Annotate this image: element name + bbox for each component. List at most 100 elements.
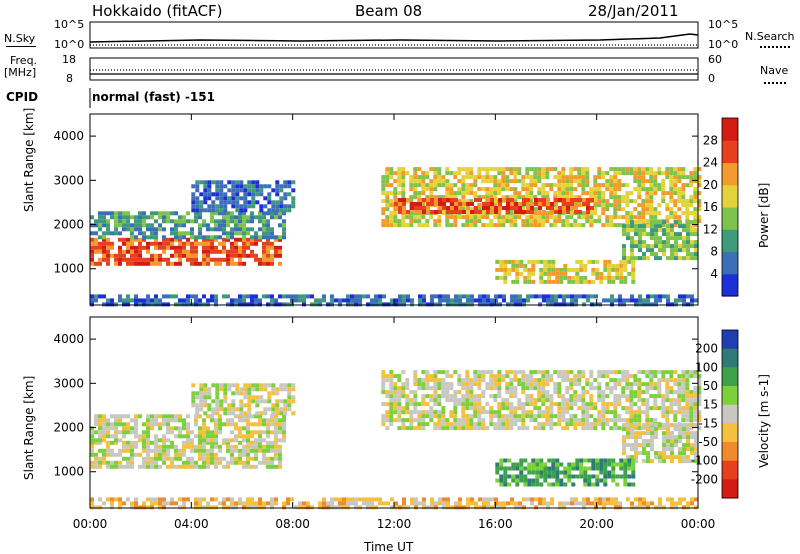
- velocity-cell: [166, 418, 170, 423]
- power-cell: [575, 279, 580, 284]
- velocity-cell: [573, 394, 578, 399]
- velocity-cell: [397, 394, 402, 399]
- power-cell: [535, 259, 540, 264]
- power-cell: [557, 187, 562, 192]
- power-cell: [593, 183, 598, 188]
- velocity-cell: [577, 378, 582, 383]
- power-cell: [98, 245, 102, 250]
- power-cell: [577, 167, 582, 172]
- velocity-cell: [489, 394, 494, 399]
- power-cell: [454, 198, 458, 202]
- velocity-cell: [693, 390, 698, 395]
- power-cell: [486, 298, 490, 303]
- velocity-cell: [650, 435, 654, 440]
- velocity-cell: [409, 390, 414, 395]
- velocity-cell: [394, 505, 398, 510]
- power-cell: [247, 200, 252, 205]
- power-cell: [579, 279, 584, 284]
- power-cell: [494, 294, 498, 299]
- velocity-cell: [366, 501, 370, 506]
- power-cell: [629, 211, 634, 216]
- velocity-colorbar-tick: 100: [695, 360, 718, 374]
- velocity-cell: [453, 370, 458, 375]
- velocity-cell: [623, 462, 628, 467]
- power-cell: [506, 210, 510, 214]
- velocity-cell: [246, 430, 250, 435]
- power-cell: [402, 302, 406, 307]
- power-cell: [622, 224, 626, 229]
- velocity-cell: [589, 394, 594, 399]
- velocity-cell: [219, 403, 224, 408]
- velocity-cell: [158, 501, 162, 506]
- power-cell: [453, 171, 458, 176]
- velocity-cell: [263, 411, 268, 416]
- velocity-cell: [573, 378, 578, 383]
- power-cell: [226, 249, 230, 254]
- power-cell: [462, 294, 466, 299]
- velocity-cell: [690, 443, 694, 448]
- velocity-cell: [449, 422, 454, 427]
- power-cell: [434, 302, 438, 307]
- power-cell: [207, 208, 212, 213]
- power-cell: [550, 294, 554, 299]
- velocity-cell: [486, 501, 490, 506]
- velocity-cell: [582, 497, 586, 502]
- power-cell: [581, 223, 586, 228]
- power-cell: [697, 219, 702, 224]
- power-cell: [457, 199, 462, 204]
- power-cell: [102, 294, 106, 299]
- velocity-cell: [378, 497, 382, 502]
- power-cell: [154, 257, 158, 262]
- power-cell: [617, 195, 622, 200]
- velocity-cell: [521, 402, 526, 407]
- velocity-cell: [322, 501, 326, 506]
- power-cell: [106, 261, 110, 266]
- velocity-cell: [437, 414, 442, 419]
- velocity-cell: [422, 501, 426, 506]
- power-cell: [310, 302, 314, 307]
- power-cell: [262, 219, 266, 224]
- velocity-cell: [262, 460, 266, 465]
- power-cell: [445, 179, 450, 184]
- velocity-cell: [583, 478, 588, 483]
- velocity-cell: [586, 501, 590, 506]
- velocity-cell: [122, 464, 126, 469]
- velocity-cell: [429, 374, 434, 379]
- power-cell: [626, 220, 630, 225]
- power-cell: [194, 294, 198, 299]
- power-cell: [690, 240, 694, 245]
- velocity-cell: [286, 501, 290, 506]
- velocity-cell: [549, 406, 554, 411]
- velocity-cell: [630, 435, 634, 440]
- power-cell: [514, 302, 518, 307]
- power-cell: [178, 237, 182, 242]
- velocity-cell: [629, 398, 634, 403]
- power-cell: [498, 198, 502, 202]
- power-cell: [266, 241, 270, 246]
- power-cell: [458, 210, 462, 214]
- power-cell: [409, 187, 414, 192]
- power-cell: [689, 195, 694, 200]
- velocity-cell: [670, 459, 674, 464]
- velocity-cell: [203, 411, 208, 416]
- power-cell: [318, 302, 322, 307]
- power-cell: [106, 223, 110, 228]
- velocity-cell: [214, 452, 218, 457]
- velocity-cell: [130, 460, 134, 465]
- velocity-cell: [559, 462, 564, 467]
- velocity-cell: [446, 497, 450, 502]
- velocity-cell: [650, 439, 654, 444]
- power-cell: [613, 191, 618, 196]
- velocity-cell: [178, 448, 182, 453]
- power-cell: [394, 298, 398, 303]
- power-cell: [203, 188, 208, 193]
- power-cell: [266, 223, 270, 228]
- velocity-cell: [521, 386, 526, 391]
- power-cell: [489, 179, 494, 184]
- power-cell: [543, 259, 548, 264]
- power-cell: [587, 279, 592, 284]
- power-cell: [574, 198, 578, 202]
- velocity-cell: [114, 430, 118, 435]
- power-cell: [461, 195, 466, 200]
- velocity-colorbar-segment: [722, 330, 738, 350]
